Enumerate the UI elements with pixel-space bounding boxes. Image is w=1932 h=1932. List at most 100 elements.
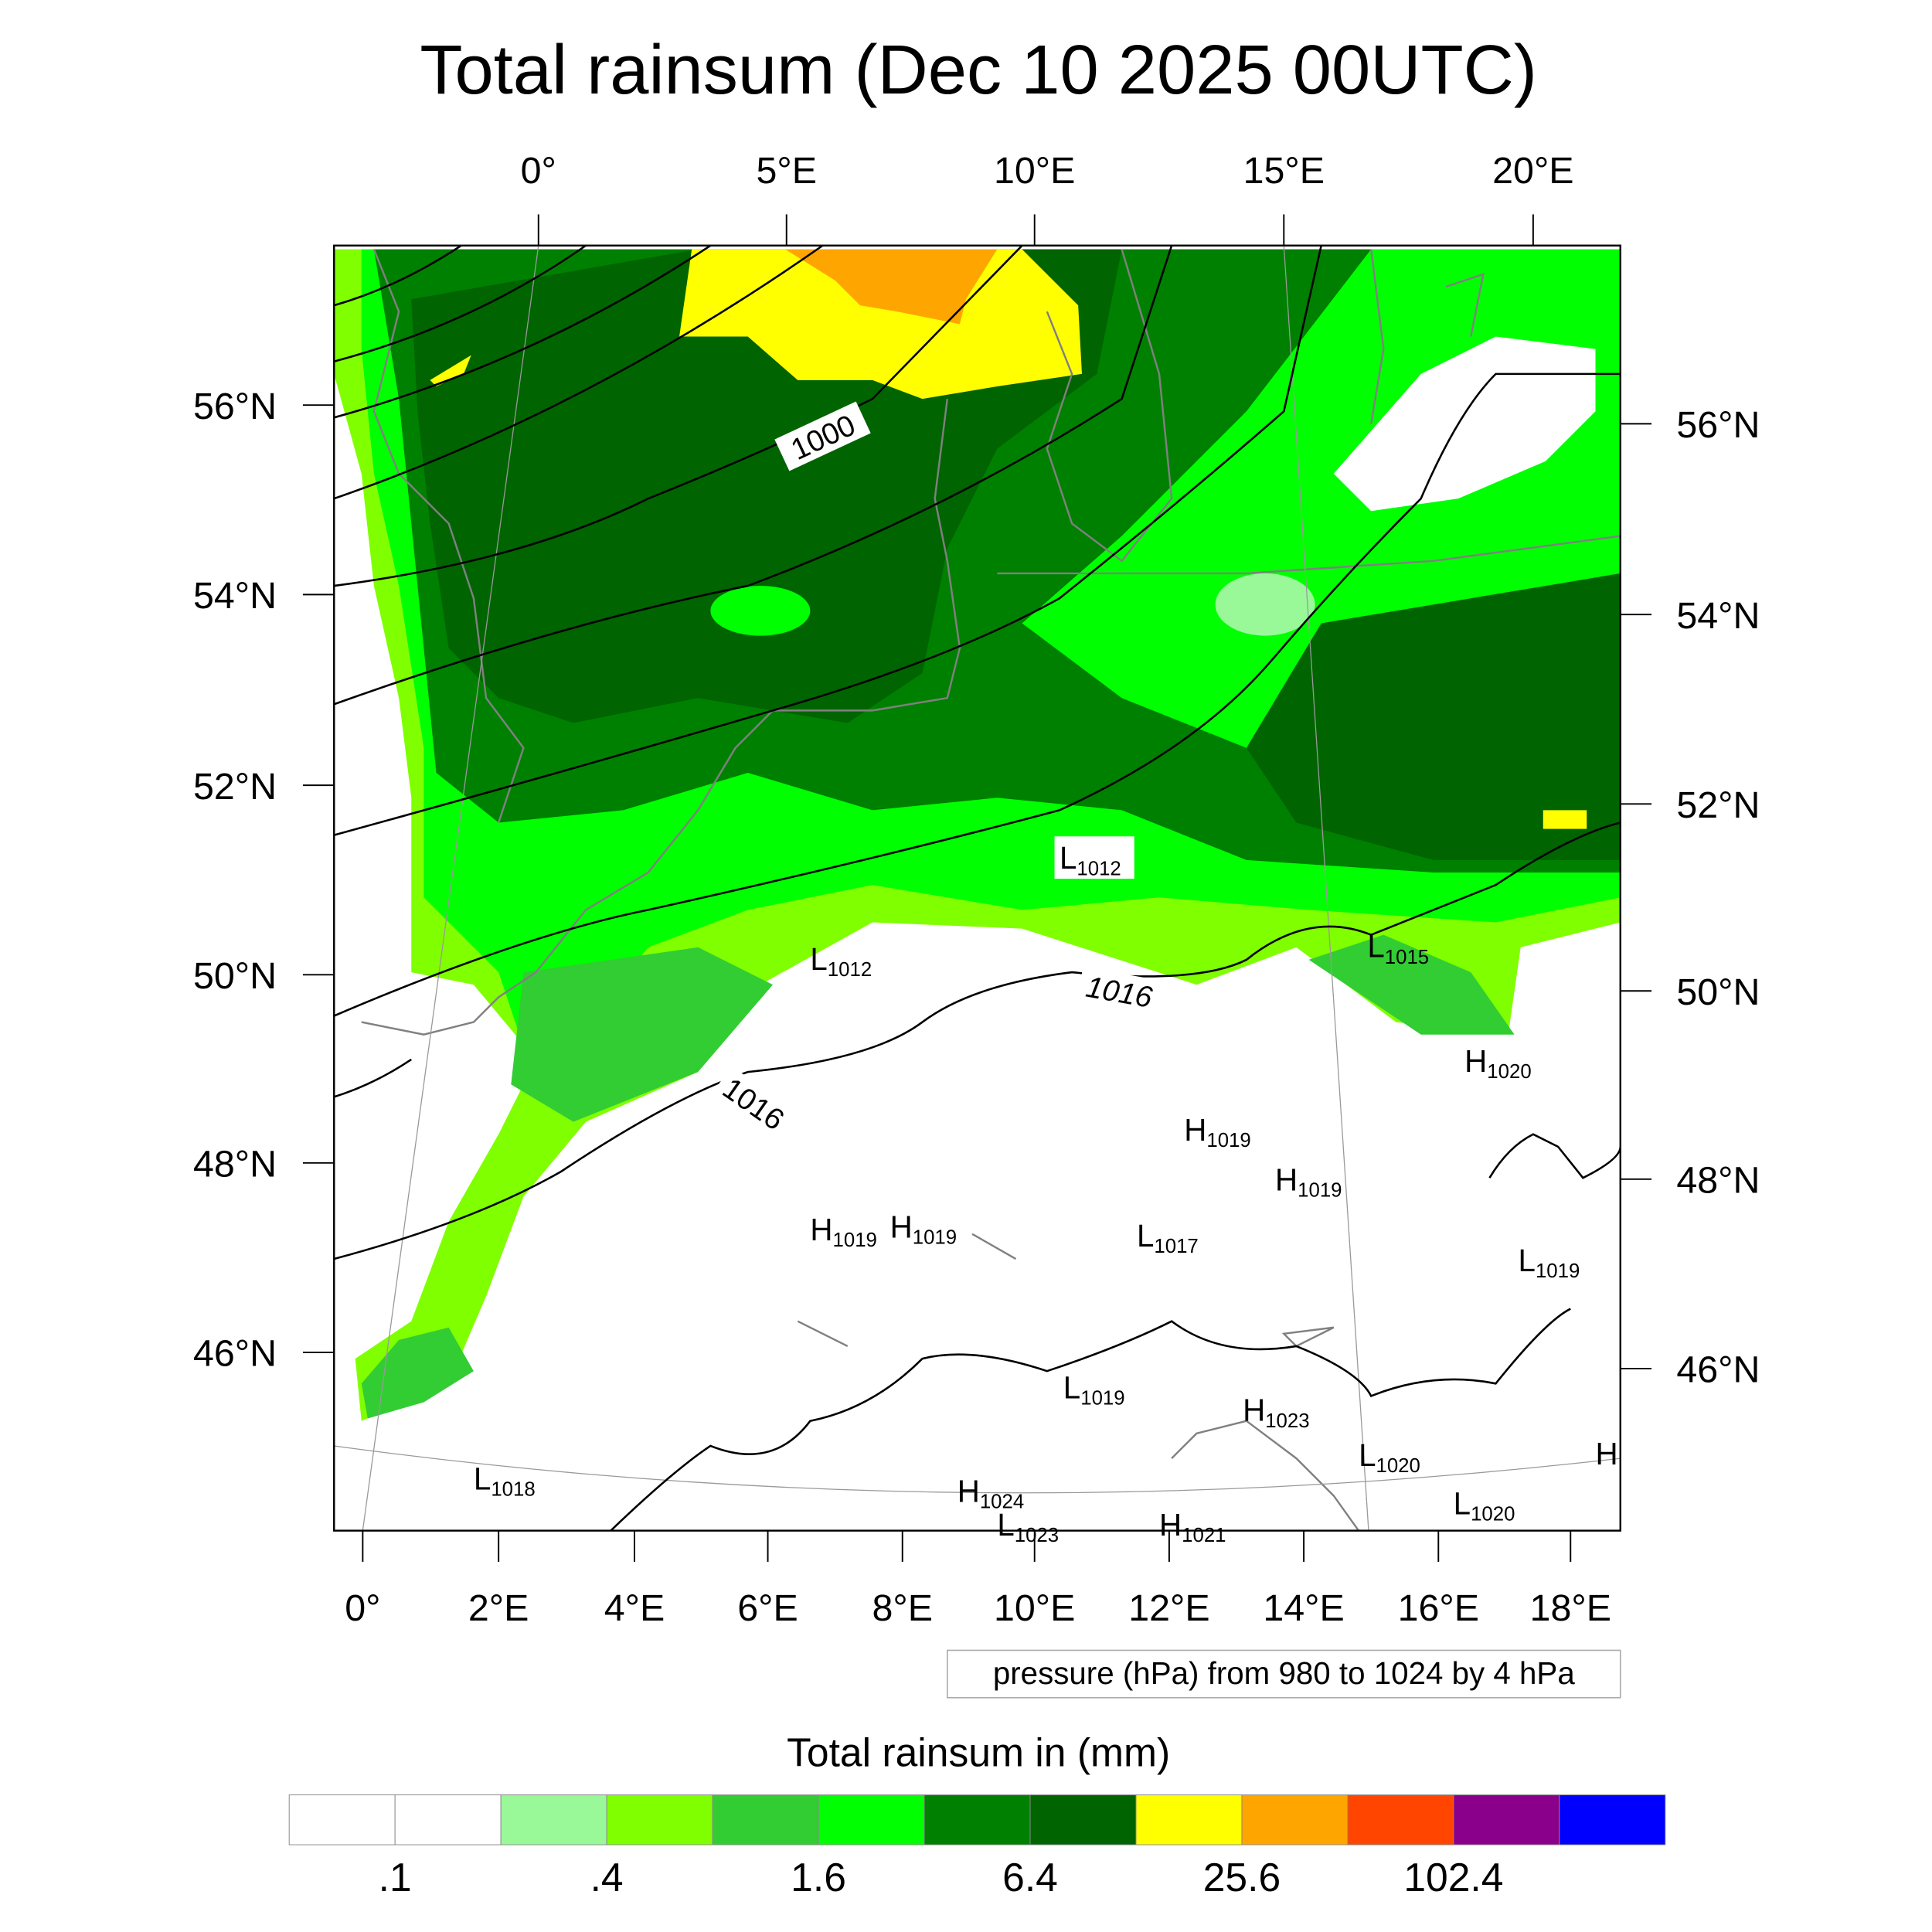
svg-text:L1019: L1019 xyxy=(1063,1370,1125,1410)
top-lon-label: 20°E xyxy=(1492,150,1573,192)
top-lon-label: 10°E xyxy=(994,150,1075,192)
low-pressure-center: L1023 xyxy=(997,1507,1059,1546)
colorbar-label: .1 xyxy=(379,1855,412,1900)
coastline xyxy=(797,1233,1335,1348)
colorbar-swatch xyxy=(606,1794,713,1845)
bottom-lon-label: 6°E xyxy=(737,1587,798,1629)
svg-text:H1019: H1019 xyxy=(810,1212,877,1251)
plot-frame xyxy=(333,244,1621,1532)
contour-label-1016: 1016 xyxy=(1077,967,1162,1015)
svg-text:L1019: L1019 xyxy=(1519,1243,1580,1282)
bottom-lon-label: 18°E xyxy=(1530,1587,1611,1629)
svg-text:H1024: H1024 xyxy=(957,1474,1025,1513)
svg-text:L1023: L1023 xyxy=(997,1507,1059,1546)
coastline xyxy=(1046,249,1173,563)
right-lat-label: 52°N xyxy=(1676,784,1760,826)
top-lon-label: 5°E xyxy=(756,150,817,192)
svg-text:H1021: H1021 xyxy=(1159,1507,1226,1546)
svg-text:H1020: H1020 xyxy=(1464,1043,1532,1083)
left-lat-label: 52°N xyxy=(193,766,277,808)
svg-text:L1012: L1012 xyxy=(1060,840,1121,879)
colorbar-swatch xyxy=(818,1794,925,1845)
rain-blob xyxy=(1215,573,1315,636)
right-lat-label: 48°N xyxy=(1676,1160,1760,1202)
svg-text:H: H xyxy=(1596,1436,1618,1471)
right-lat-label: 46°N xyxy=(1676,1349,1760,1391)
colorbar-swatch xyxy=(923,1794,1031,1845)
colorbar-swatch xyxy=(1135,1794,1243,1845)
top-lon-label: 0° xyxy=(521,150,556,192)
high-pressure-center: H1019 xyxy=(810,1212,877,1251)
high-pressure-center: H1024 xyxy=(957,1474,1025,1513)
graticule xyxy=(334,245,1621,1531)
bottom-lon-label: 8°E xyxy=(872,1587,933,1629)
bottom-lon-label: 14°E xyxy=(1263,1587,1344,1629)
svg-text:L1018: L1018 xyxy=(474,1461,536,1500)
left-lat-label: 46°N xyxy=(193,1333,277,1375)
bottom-lon-label: 10°E xyxy=(994,1587,1075,1629)
rain-light-south xyxy=(511,947,773,1122)
colorbar-swatch xyxy=(288,1794,396,1845)
colorbar-label: 6.4 xyxy=(1002,1855,1058,1900)
high-pressure-center: H1020 xyxy=(1464,1043,1532,1083)
low-pressure-center: L1018 xyxy=(474,1461,536,1500)
svg-text:L1012: L1012 xyxy=(810,941,872,981)
colorbar-swatch xyxy=(394,1794,502,1845)
right-lat-label: 56°N xyxy=(1676,404,1760,446)
svg-text:L1020: L1020 xyxy=(1359,1437,1420,1477)
low-pressure-center: L1019 xyxy=(1063,1370,1125,1410)
colorbar-swatch xyxy=(500,1794,607,1845)
svg-text:H1019: H1019 xyxy=(890,1209,957,1249)
left-lat-label: 50°N xyxy=(193,955,277,997)
rain-very-heavy-east xyxy=(1246,573,1621,860)
rain-yellow-blob xyxy=(1543,810,1587,829)
low-pressure-center: L1012 xyxy=(810,941,872,981)
colorbar-label: 102.4 xyxy=(1403,1855,1503,1900)
low-pressure-center: L1012 xyxy=(1054,836,1134,879)
dry-area-baltic xyxy=(1333,336,1596,512)
svg-text:L1017: L1017 xyxy=(1137,1218,1199,1257)
colorbar-swatch xyxy=(1241,1794,1349,1845)
colorbar-label: 25.6 xyxy=(1203,1855,1281,1900)
high-pressure-center: H1019 xyxy=(890,1209,957,1249)
bottom-lon-label: 4°E xyxy=(604,1587,665,1629)
contour-info-box xyxy=(947,1649,1621,1699)
contour-info: pressure (hPa) from 980 to 1024 by 4 hPa xyxy=(993,1655,1576,1691)
bottom-lon-label: 12°E xyxy=(1128,1587,1209,1629)
isobars xyxy=(334,245,1621,1531)
coastline xyxy=(361,398,961,1036)
rain-yellow-blob xyxy=(430,355,471,386)
rain-orange-area xyxy=(785,249,998,325)
low-pressure-center: L1015 xyxy=(1367,929,1429,968)
rain-field xyxy=(334,245,1621,1531)
high-pressure-center: H1019 xyxy=(1184,1112,1251,1151)
left-lat-label: 48°N xyxy=(193,1144,277,1185)
svg-text:H1019: H1019 xyxy=(1184,1112,1251,1151)
axis-ticks: 0° 5°E 10°E 15°E 20°E 0° 2°E 4°E 6°E 8°E 10°E 12°E 1… xyxy=(193,150,1760,1629)
colorbar-swatch xyxy=(1347,1794,1454,1845)
left-lat-label: 54°N xyxy=(193,575,277,617)
bottom-lon-label: 16°E xyxy=(1398,1587,1479,1629)
colorbar: .1 .4 1.6 6.4 25.6 102.4 xyxy=(288,1794,1666,1900)
high-pressure-center: H1021 xyxy=(1159,1507,1226,1546)
left-lat-label: 56°N xyxy=(193,386,277,427)
right-lat-label: 54°N xyxy=(1676,595,1760,637)
coastline xyxy=(997,249,1621,1531)
rain-east-light xyxy=(1308,934,1515,1035)
colorbar-label: .4 xyxy=(590,1855,624,1900)
colorbar-swatch xyxy=(1559,1794,1666,1845)
colorbar-title: Total rainsum in (mm) xyxy=(787,1730,1170,1774)
high-pressure-center: H xyxy=(1596,1436,1618,1471)
high-pressure-center: H1019 xyxy=(1275,1162,1342,1201)
rain-blob xyxy=(710,586,811,636)
low-pressure-center: L1017 xyxy=(1137,1218,1199,1257)
pressure-centers: L1012 L1012 L1015 H1020 H1019 H1019 H1019 H1019… xyxy=(474,836,1618,1546)
colorbar-label: 1.6 xyxy=(791,1855,846,1900)
bottom-lon-label: 0° xyxy=(345,1587,380,1629)
top-lon-label: 15°E xyxy=(1243,150,1325,192)
svg-text:L1020: L1020 xyxy=(1454,1486,1515,1526)
bottom-lon-label: 2°E xyxy=(468,1587,529,1629)
colorbar-swatch xyxy=(1453,1794,1560,1845)
low-pressure-center: L1020 xyxy=(1359,1437,1420,1477)
svg-text:H1023: H1023 xyxy=(1243,1393,1310,1432)
